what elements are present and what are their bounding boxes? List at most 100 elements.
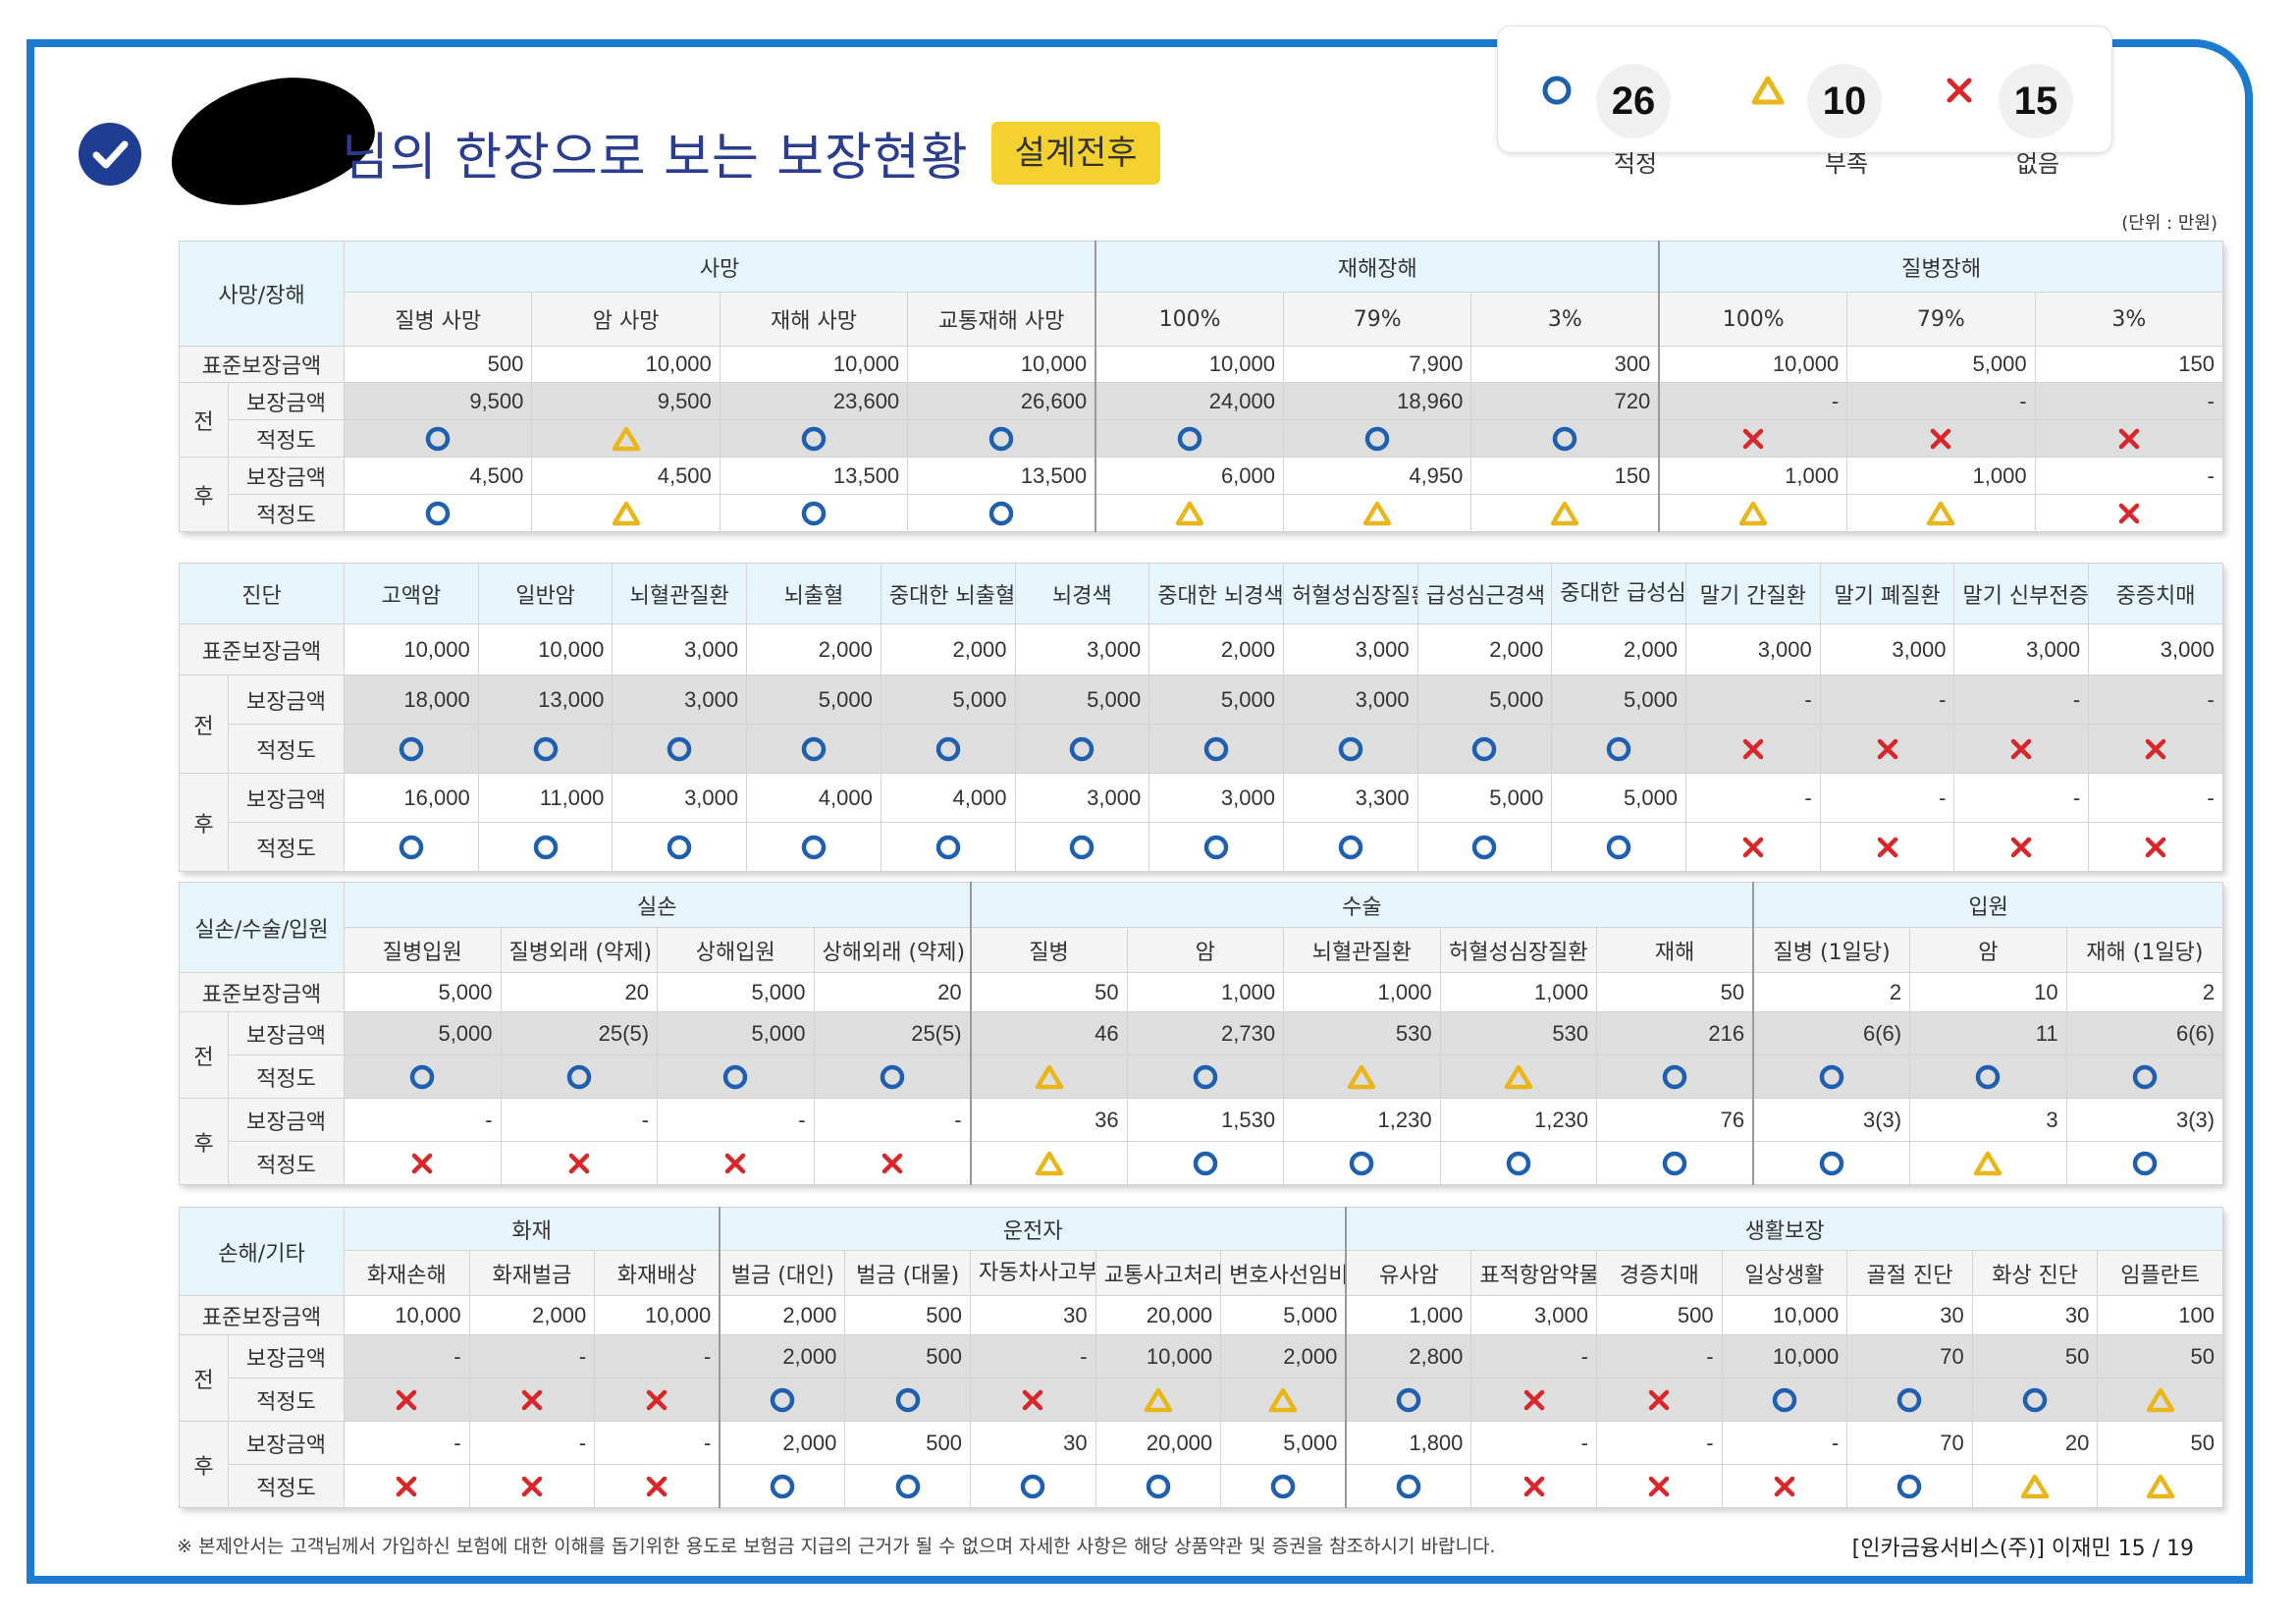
adequacy-status bbox=[880, 724, 1016, 774]
coverage-amount: 3,300 bbox=[1282, 773, 1418, 823]
adequacy-status bbox=[969, 1464, 1096, 1508]
circle-icon bbox=[399, 835, 424, 859]
coverage-amount: 2,000 bbox=[719, 1334, 846, 1379]
standard-amount: 10,000 bbox=[594, 1295, 721, 1335]
column-header: 일상생활 bbox=[1721, 1250, 1848, 1296]
coverage-amount: - bbox=[594, 1421, 721, 1465]
column-header: 허혈성심장질환 bbox=[1282, 563, 1418, 624]
table-row: 적정도 bbox=[180, 1141, 2224, 1185]
cross-icon bbox=[397, 1389, 417, 1410]
group-header: 운전자 bbox=[719, 1207, 1348, 1251]
coverage-amount: - bbox=[1685, 675, 1821, 725]
circle-icon bbox=[1070, 736, 1095, 761]
triangle-icon bbox=[1362, 501, 1392, 525]
coverage-amount: - bbox=[1596, 1334, 1723, 1379]
circle-icon bbox=[771, 1474, 795, 1498]
group-header: 생활보장 bbox=[1345, 1207, 2224, 1251]
coverage-table-diagnosis: 진단 고액암 일반암 뇌혈관질환 뇌출혈 중대한 뇌출혈 뇌경색 중대한 뇌경색 허혈성심장질환… bbox=[178, 563, 2223, 872]
row-group-before: 전 bbox=[179, 382, 229, 458]
column-header: 100% bbox=[1095, 292, 1285, 347]
circle-icon bbox=[935, 835, 960, 859]
triangle-icon bbox=[612, 426, 640, 451]
triangle-icon bbox=[1504, 1064, 1533, 1089]
row-label-adequacy: 적정도 bbox=[228, 419, 345, 458]
column-header: 화재배상 bbox=[594, 1250, 721, 1296]
coverage-amount: 6(6) bbox=[2065, 1011, 2224, 1055]
coverage-amount: 1,230 bbox=[1283, 1098, 1441, 1142]
adequacy-status bbox=[1846, 494, 2036, 532]
column-header: 고액암 bbox=[344, 563, 479, 624]
standard-amount: 500 bbox=[844, 1295, 971, 1335]
adequacy-status bbox=[594, 1464, 721, 1508]
coverage-amount: - bbox=[344, 1098, 502, 1142]
cross-icon bbox=[2145, 837, 2166, 857]
column-header: 재해 사망 bbox=[719, 292, 909, 347]
coverage-amount: 9,500 bbox=[531, 382, 721, 420]
column-header: 질병입원 bbox=[344, 927, 502, 973]
group-header: 사망 bbox=[344, 241, 1097, 293]
standard-amount: 10,000 bbox=[907, 346, 1097, 383]
column-header: 자동차사고부상 치료비 bbox=[969, 1250, 1096, 1296]
legend-label: 적정 bbox=[1613, 150, 1658, 178]
coverage-amount: 2,000 bbox=[719, 1421, 846, 1465]
triangle-icon bbox=[1551, 501, 1579, 525]
adequacy-status bbox=[1819, 822, 1955, 872]
circle-icon bbox=[801, 501, 827, 525]
circle-icon bbox=[1976, 1064, 2001, 1089]
coverage-amount: - bbox=[2088, 675, 2223, 725]
standard-amount: 3,000 bbox=[1685, 623, 1821, 676]
table-row: 적정도 bbox=[180, 1055, 2224, 1099]
column-header: 질병 사망 bbox=[343, 292, 533, 347]
adequacy-status bbox=[657, 1141, 815, 1185]
coverage-amount: 16,000 bbox=[344, 773, 479, 823]
standard-amount: 5,000 bbox=[344, 972, 502, 1012]
coverage-amount: 530 bbox=[1283, 1011, 1441, 1055]
row-group-after: 후 bbox=[179, 1421, 229, 1508]
coverage-amount: 6,000 bbox=[1095, 457, 1285, 495]
adequacy-status bbox=[1909, 1055, 2067, 1099]
triangle-icon bbox=[2020, 1474, 2050, 1498]
coverage-amount: - bbox=[344, 1334, 470, 1379]
standard-amount: 500 bbox=[343, 346, 533, 383]
table-row: 실손/수술/입원 실손 수술 입원 bbox=[178, 882, 2224, 973]
table-row: 질병입원 질병외래 (약제) 상해입원 상해외래 (약제) 질병 암 뇌혈관질환 허혈성심장질… bbox=[180, 927, 2224, 973]
circle-icon bbox=[2132, 1151, 2158, 1175]
adequacy-status bbox=[1220, 1464, 1348, 1508]
coverage-amount: 2,730 bbox=[1126, 1011, 1285, 1055]
adequacy-status bbox=[1658, 494, 1848, 532]
cross-icon bbox=[1774, 1476, 1795, 1496]
standard-amount: 150 bbox=[2034, 346, 2224, 383]
column-header: 뇌경색 bbox=[1014, 563, 1150, 624]
column-header: 화상 진단 bbox=[1971, 1250, 2099, 1296]
standard-amount: 300 bbox=[1470, 346, 1661, 383]
coverage-amount: 9,500 bbox=[343, 382, 533, 420]
cross-icon bbox=[1023, 1389, 1043, 1410]
standard-amount: 2,000 bbox=[719, 1295, 846, 1335]
coverage-amount: - bbox=[468, 1334, 596, 1379]
coverage-table-others: 손해/기타 화재 운전자 생활보장 화재손해 화재벌금 화재배상 벌금 (대인) 벌금 (대물)… bbox=[179, 1207, 2224, 1508]
adequacy-legend: 26 적정 10 부족 15 없음 bbox=[1497, 26, 2112, 178]
column-header: 변호사선임비용 bbox=[1220, 1250, 1348, 1296]
table-row: 표준보장금액 10,000 10,000 3,000 2,000 2,000 3,000 2,… bbox=[178, 623, 2223, 676]
standard-amount: 5,000 bbox=[1220, 1295, 1348, 1335]
adequacy-status bbox=[1014, 822, 1150, 872]
cross-icon bbox=[1523, 1476, 1544, 1496]
legend-count: 15 bbox=[1999, 64, 2073, 138]
group-header: 수술 bbox=[970, 882, 1755, 928]
adequacy-status bbox=[344, 1464, 470, 1508]
table-row: 적정도 bbox=[180, 724, 2223, 774]
adequacy-status bbox=[531, 419, 721, 458]
cross-icon bbox=[1877, 837, 1897, 857]
table-row: 표준보장금액 500 10,000 10,000 10,000 10,000 7,900 30… bbox=[179, 346, 2224, 383]
column-header: 골절 진단 bbox=[1846, 1250, 1973, 1296]
circle-icon bbox=[425, 426, 451, 451]
column-header: 상해입원 bbox=[657, 927, 815, 973]
coverage-amount: 13,000 bbox=[477, 675, 614, 725]
legend-count: 26 bbox=[1596, 64, 1671, 138]
adequacy-status bbox=[657, 1055, 815, 1099]
table-row: 적정도 bbox=[180, 822, 2223, 872]
cross-icon bbox=[568, 1153, 590, 1173]
adequacy-status bbox=[500, 1141, 659, 1185]
table-row: 전 보장금액 9,500 9,500 23,600 26,600 24,000 18,960 7… bbox=[179, 382, 2224, 458]
coverage-amount: - bbox=[2034, 382, 2224, 420]
